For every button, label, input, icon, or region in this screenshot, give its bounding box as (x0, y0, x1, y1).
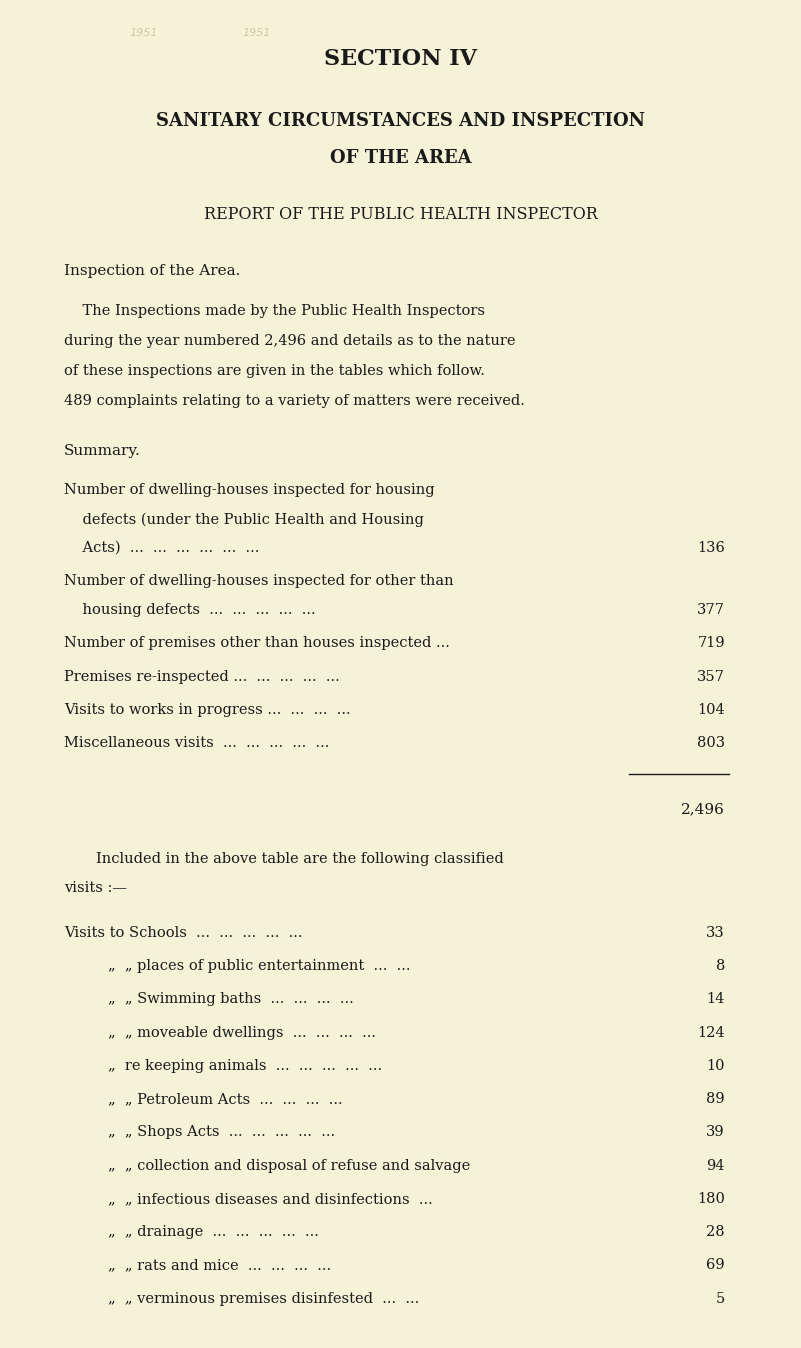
Text: defects (under the Public Health and Housing: defects (under the Public Health and Hou… (64, 512, 424, 527)
Text: „  „ collection and disposal of refuse and salvage: „ „ collection and disposal of refuse an… (108, 1159, 470, 1173)
Text: 124: 124 (698, 1026, 725, 1039)
Text: during the year numbered 2,496 and details as to the nature: during the year numbered 2,496 and detai… (64, 334, 516, 348)
Text: The Inspections made by the Public Health Inspectors: The Inspections made by the Public Healt… (64, 303, 485, 318)
Text: Inspection of the Area.: Inspection of the Area. (64, 264, 240, 278)
Text: „  „ Petroleum Acts  ...  ...  ...  ...: „ „ Petroleum Acts ... ... ... ... (108, 1092, 343, 1107)
Text: REPORT OF THE PUBLIC HEALTH INSPECTOR: REPORT OF THE PUBLIC HEALTH INSPECTOR (203, 206, 598, 224)
Text: 14: 14 (706, 992, 725, 1007)
Text: Number of dwelling-houses inspected for other than: Number of dwelling-houses inspected for … (64, 574, 453, 588)
Text: 89: 89 (706, 1092, 725, 1107)
Text: 69: 69 (706, 1259, 725, 1273)
Text: 2,496: 2,496 (681, 803, 725, 817)
Text: housing defects  ...  ...  ...  ...  ...: housing defects ... ... ... ... ... (64, 603, 316, 617)
Text: „  „ places of public entertainment  ...  ...: „ „ places of public entertainment ... .… (108, 958, 411, 973)
Text: 719: 719 (698, 636, 725, 651)
Text: „  „ verminous premises disinfested  ...  ...: „ „ verminous premises disinfested ... .… (108, 1291, 420, 1306)
Text: of these inspections are given in the tables which follow.: of these inspections are given in the ta… (64, 364, 485, 377)
Text: Visits to Schools  ...  ...  ...  ...  ...: Visits to Schools ... ... ... ... ... (64, 926, 303, 940)
Text: 1951: 1951 (130, 28, 159, 38)
Text: 39: 39 (706, 1126, 725, 1139)
Text: 5: 5 (715, 1291, 725, 1306)
Text: Miscellaneous visits  ...  ...  ...  ...  ...: Miscellaneous visits ... ... ... ... ... (64, 736, 329, 751)
Text: 8: 8 (715, 958, 725, 973)
Text: Summary.: Summary. (64, 443, 141, 457)
Text: „  „ moveable dwellings  ...  ...  ...  ...: „ „ moveable dwellings ... ... ... ... (108, 1026, 376, 1039)
Text: SANITARY CIRCUMSTANCES AND INSPECTION: SANITARY CIRCUMSTANCES AND INSPECTION (156, 112, 645, 129)
Text: 33: 33 (706, 926, 725, 940)
Text: Visits to works in progress ...  ...  ...  ...: Visits to works in progress ... ... ... … (64, 702, 351, 717)
Text: 136: 136 (697, 541, 725, 555)
Text: 357: 357 (697, 670, 725, 683)
Text: Acts)  ...  ...  ...  ...  ...  ...: Acts) ... ... ... ... ... ... (64, 541, 260, 555)
Text: 489 complaints relating to a variety of matters were received.: 489 complaints relating to a variety of … (64, 394, 525, 407)
Text: „  „ Swimming baths  ...  ...  ...  ...: „ „ Swimming baths ... ... ... ... (108, 992, 354, 1007)
Text: „  „ infectious diseases and disinfections  ...: „ „ infectious diseases and disinfection… (108, 1192, 433, 1206)
Text: 104: 104 (697, 702, 725, 717)
Text: Number of dwelling-houses inspected for housing: Number of dwelling-houses inspected for … (64, 484, 435, 497)
Text: Premises re-inspected ...  ...  ...  ...  ...: Premises re-inspected ... ... ... ... ..… (64, 670, 340, 683)
Text: „  re keeping animals  ...  ...  ...  ...  ...: „ re keeping animals ... ... ... ... ... (108, 1060, 382, 1073)
Text: OF THE AREA: OF THE AREA (330, 148, 471, 167)
Text: Number of premises other than houses inspected ...: Number of premises other than houses ins… (64, 636, 450, 651)
Text: 1951: 1951 (242, 28, 271, 38)
Text: visits :—: visits :— (64, 882, 127, 895)
Text: „  „ Shops Acts  ...  ...  ...  ...  ...: „ „ Shops Acts ... ... ... ... ... (108, 1126, 336, 1139)
Text: 10: 10 (706, 1060, 725, 1073)
Text: 377: 377 (697, 603, 725, 617)
Text: „  „ drainage  ...  ...  ...  ...  ...: „ „ drainage ... ... ... ... ... (108, 1225, 319, 1239)
Text: Included in the above table are the following classified: Included in the above table are the foll… (96, 852, 504, 865)
Text: 28: 28 (706, 1225, 725, 1239)
Text: SECTION IV: SECTION IV (324, 47, 477, 70)
Text: „  „ rats and mice  ...  ...  ...  ...: „ „ rats and mice ... ... ... ... (108, 1259, 332, 1273)
Text: 180: 180 (697, 1192, 725, 1206)
Text: 803: 803 (697, 736, 725, 751)
Text: 94: 94 (706, 1159, 725, 1173)
